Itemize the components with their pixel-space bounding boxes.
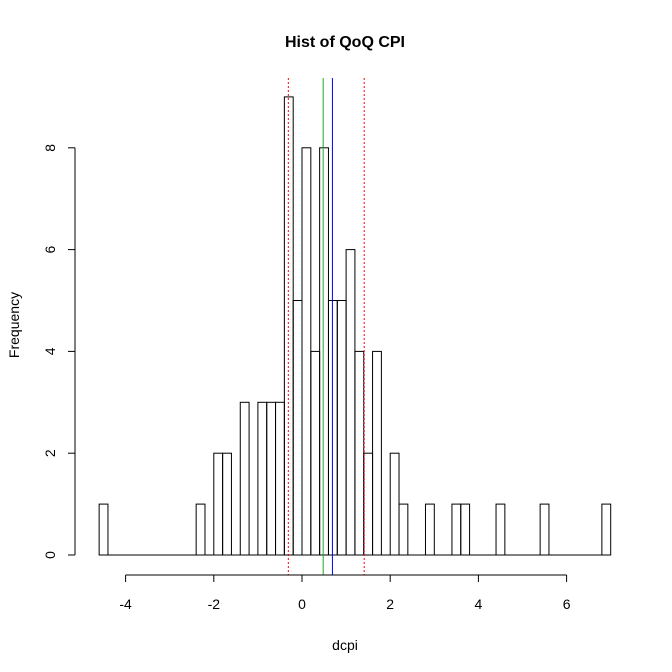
histogram-bar — [336, 300, 347, 556]
y-tick-label: 4 — [42, 347, 58, 355]
histogram-bar — [213, 452, 224, 556]
histogram-bar — [239, 401, 250, 556]
histogram-bar — [275, 401, 285, 556]
x-tick-label: 0 — [298, 596, 306, 612]
y-tick-label: 0 — [42, 551, 58, 559]
reference-lines — [287, 78, 365, 575]
histogram-bar — [319, 147, 329, 556]
histogram-bar — [301, 147, 312, 556]
chart-title: Hist of QoQ CPI — [285, 34, 405, 51]
histogram-bar — [539, 503, 550, 556]
x-tick-label: -2 — [208, 596, 221, 612]
y-tick-label: 2 — [42, 449, 58, 457]
histogram-bar — [451, 503, 462, 556]
y-axis-label: Frequency — [6, 292, 22, 358]
histogram-bar — [292, 300, 303, 556]
histogram-bar — [345, 249, 356, 556]
histogram-bar — [398, 503, 409, 556]
x-tick-label: 6 — [563, 596, 571, 612]
histogram-bar — [363, 452, 374, 556]
histogram-bar — [460, 503, 471, 556]
histogram-bar — [495, 503, 506, 556]
histogram-bar — [195, 503, 206, 556]
histogram-bar — [389, 452, 400, 556]
histogram-bar — [601, 503, 612, 556]
histogram-bar — [266, 401, 277, 556]
histogram-bar — [354, 350, 365, 556]
histogram-bar — [98, 503, 109, 556]
x-tick-label: -4 — [119, 596, 132, 612]
y-tick-label: 6 — [42, 245, 58, 253]
histogram-bar — [310, 350, 321, 556]
histogram-bar — [424, 503, 435, 556]
x-axis: -4 -2 0 2 4 6 — [119, 574, 571, 612]
y-axis: 0 2 4 6 8 — [42, 144, 76, 559]
bars — [98, 96, 612, 556]
histogram-bar — [372, 350, 382, 556]
x-tick-label: 4 — [475, 596, 483, 612]
histogram-bar — [222, 452, 232, 556]
x-tick-label: 2 — [386, 596, 394, 612]
histogram-bar — [257, 401, 268, 556]
x-axis-label: dcpi — [332, 637, 358, 653]
y-tick-label: 8 — [42, 144, 58, 152]
